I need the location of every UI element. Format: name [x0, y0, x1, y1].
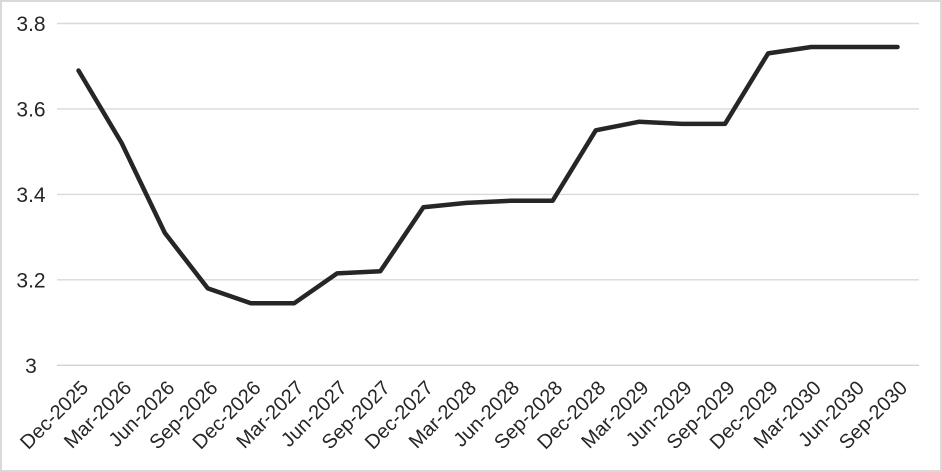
y-axis-tick-label: 3.6	[16, 98, 45, 121]
y-axis-tick-label: 3.8	[16, 13, 45, 36]
y-axis-tick-label: 3.2	[16, 269, 45, 292]
series-line	[76, 44, 900, 306]
y-axis-tick-label: 3	[25, 355, 37, 378]
y-axis-tick-label: 3.4	[16, 184, 46, 207]
